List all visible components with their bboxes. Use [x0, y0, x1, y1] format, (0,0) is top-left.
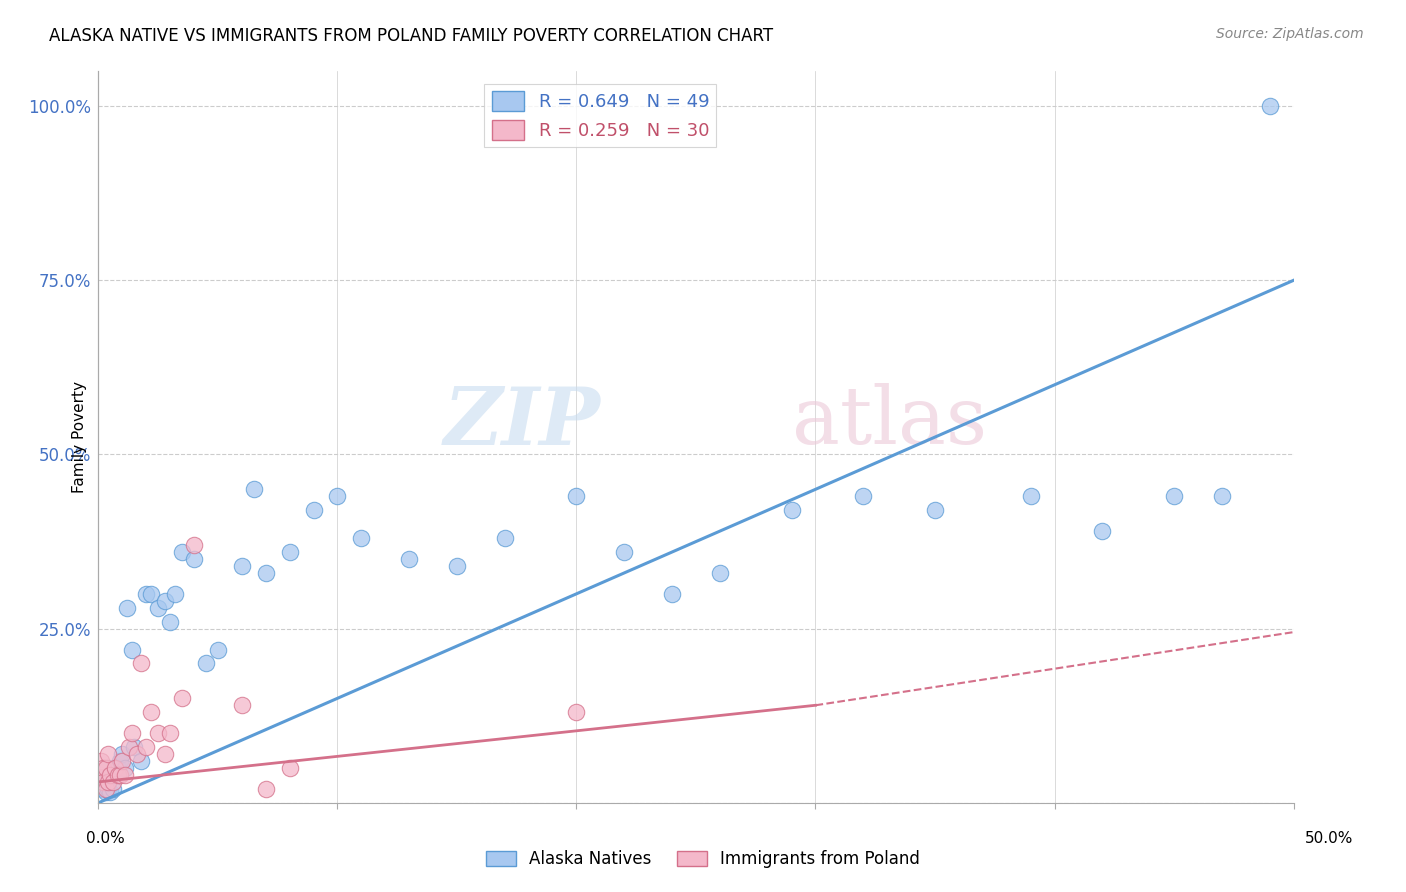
Text: 0.0%: 0.0%: [86, 831, 125, 846]
Point: [159, 726, 181, 740]
Point: [125, 747, 148, 761]
Point: [148, 600, 170, 615]
Point: [131, 754, 153, 768]
Point: [780, 503, 803, 517]
Point: [155, 594, 177, 608]
Point: [852, 489, 875, 503]
Point: [91, 775, 114, 789]
Text: ZIP: ZIP: [443, 384, 600, 461]
Point: [1258, 99, 1281, 113]
Point: [97, 761, 120, 775]
Point: [254, 566, 277, 580]
Point: [97, 781, 120, 796]
Point: [139, 705, 162, 719]
Point: [135, 587, 157, 601]
Point: [254, 781, 277, 796]
Point: [924, 503, 946, 517]
Point: [107, 761, 129, 775]
Point: [231, 698, 253, 713]
Point: [172, 545, 194, 559]
Point: [139, 587, 162, 601]
Legend: R = 0.649   N = 49, R = 0.259   N = 30: R = 0.649 N = 49, R = 0.259 N = 30: [484, 84, 717, 147]
Point: [183, 538, 205, 552]
Point: [1163, 489, 1185, 503]
Point: [98, 768, 122, 782]
Point: [111, 754, 134, 768]
Point: [207, 642, 229, 657]
Point: [494, 531, 516, 545]
Point: [1019, 489, 1042, 503]
Point: [613, 545, 636, 559]
Point: [195, 657, 218, 671]
Point: [124, 740, 146, 755]
Point: [135, 740, 157, 755]
Point: [172, 691, 194, 706]
Point: [243, 483, 266, 497]
Point: [90, 768, 112, 782]
Point: [101, 775, 124, 789]
Point: [118, 740, 141, 755]
Point: [278, 761, 301, 775]
Text: 50.0%: 50.0%: [1305, 831, 1353, 846]
Point: [107, 768, 129, 782]
Point: [94, 775, 117, 789]
Point: [91, 761, 114, 775]
Point: [111, 747, 134, 761]
Point: [115, 600, 138, 615]
Text: atlas: atlas: [792, 384, 987, 461]
Point: [108, 754, 131, 768]
Point: [97, 775, 120, 789]
Point: [131, 657, 153, 671]
Point: [709, 566, 731, 580]
Point: [121, 726, 143, 740]
Point: [183, 552, 205, 566]
Point: [98, 785, 122, 799]
Point: [155, 747, 177, 761]
Point: [661, 587, 683, 601]
Point: [101, 781, 124, 796]
Point: [1091, 524, 1114, 538]
Text: ALASKA NATIVE VS IMMIGRANTS FROM POLAND FAMILY POVERTY CORRELATION CHART: ALASKA NATIVE VS IMMIGRANTS FROM POLAND …: [49, 27, 773, 45]
Point: [159, 615, 181, 629]
Point: [114, 761, 136, 775]
Point: [148, 726, 170, 740]
Point: [98, 768, 122, 782]
Point: [104, 768, 127, 782]
Point: [446, 558, 468, 573]
Point: [108, 768, 131, 782]
Legend: Alaska Natives, Immigrants from Poland: Alaska Natives, Immigrants from Poland: [479, 844, 927, 875]
Text: Source: ZipAtlas.com: Source: ZipAtlas.com: [1216, 27, 1364, 41]
Point: [1211, 489, 1233, 503]
Point: [565, 705, 588, 719]
Point: [114, 768, 136, 782]
Y-axis label: Family Poverty: Family Poverty: [72, 381, 87, 493]
Point: [94, 781, 117, 796]
Point: [278, 545, 301, 559]
Point: [94, 761, 117, 775]
Point: [121, 642, 143, 657]
Point: [104, 761, 127, 775]
Point: [565, 489, 588, 503]
Point: [91, 781, 114, 796]
Point: [163, 587, 186, 601]
Point: [350, 531, 373, 545]
Point: [97, 747, 120, 761]
Point: [398, 552, 420, 566]
Point: [231, 558, 253, 573]
Point: [302, 503, 325, 517]
Point: [326, 489, 349, 503]
Point: [94, 785, 117, 799]
Point: [90, 754, 112, 768]
